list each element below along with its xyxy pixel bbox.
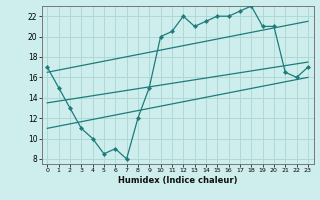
X-axis label: Humidex (Indice chaleur): Humidex (Indice chaleur) bbox=[118, 176, 237, 185]
